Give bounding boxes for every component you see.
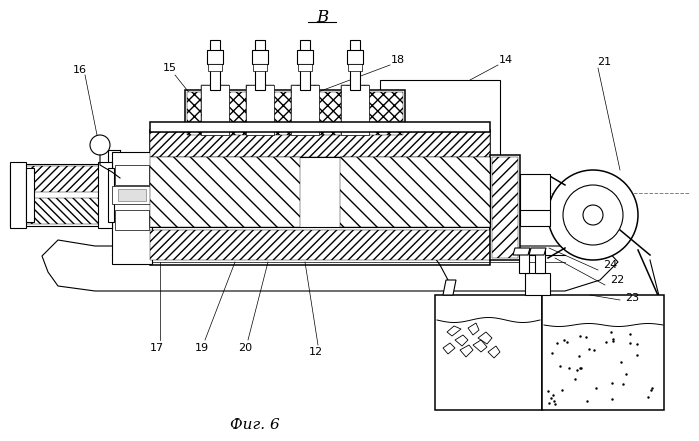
Bar	[341, 85, 369, 135]
Bar	[492, 157, 518, 258]
Text: 20: 20	[238, 343, 252, 353]
Bar	[291, 85, 319, 135]
Bar	[252, 50, 268, 64]
Bar	[115, 165, 149, 185]
Bar	[340, 157, 490, 227]
Bar	[208, 64, 222, 71]
Bar	[246, 85, 274, 135]
Bar	[380, 80, 500, 160]
Bar	[201, 85, 229, 135]
Bar	[298, 64, 312, 71]
Bar	[98, 162, 112, 228]
Bar	[12, 166, 108, 192]
Bar	[185, 90, 405, 135]
Polygon shape	[42, 240, 618, 291]
Text: Фиг. 6: Фиг. 6	[230, 418, 280, 432]
Polygon shape	[529, 248, 546, 255]
Circle shape	[548, 170, 638, 260]
Text: 24: 24	[603, 260, 617, 270]
Text: 19: 19	[195, 343, 209, 353]
Bar	[347, 50, 363, 64]
Bar	[187, 92, 403, 135]
Bar	[150, 157, 300, 227]
Bar	[525, 273, 550, 295]
Bar	[300, 40, 310, 90]
Bar	[10, 162, 26, 228]
Text: 17: 17	[150, 343, 164, 353]
Circle shape	[90, 135, 110, 155]
Bar	[535, 250, 545, 273]
Text: 12: 12	[309, 347, 323, 357]
Text: 21: 21	[597, 57, 611, 67]
Bar	[12, 198, 108, 224]
Bar	[118, 189, 146, 201]
Bar	[435, 295, 542, 410]
Bar	[246, 85, 274, 135]
Bar	[150, 122, 490, 132]
Bar	[520, 174, 550, 212]
Bar	[297, 50, 313, 64]
Polygon shape	[443, 280, 456, 295]
Text: 16: 16	[73, 65, 87, 75]
Bar	[207, 50, 223, 64]
Bar	[542, 295, 664, 410]
Text: 18: 18	[391, 55, 405, 65]
Bar	[108, 168, 114, 222]
Bar	[348, 64, 362, 71]
Text: 22: 22	[610, 275, 624, 285]
Bar	[520, 210, 550, 226]
Text: 14: 14	[499, 55, 513, 65]
Bar	[150, 230, 490, 260]
Bar	[210, 40, 220, 90]
Bar	[150, 157, 490, 227]
Bar	[253, 64, 267, 71]
Text: 15: 15	[163, 63, 177, 73]
Bar	[150, 132, 490, 157]
Circle shape	[583, 205, 603, 225]
Text: B: B	[316, 8, 328, 26]
Bar	[350, 40, 360, 90]
Bar	[519, 250, 529, 273]
Text: 23: 23	[625, 293, 639, 303]
Bar	[201, 85, 229, 135]
Polygon shape	[513, 248, 530, 255]
Circle shape	[563, 185, 623, 245]
Bar	[115, 210, 149, 230]
Bar	[26, 168, 34, 222]
Bar	[291, 85, 319, 135]
Bar	[112, 186, 152, 204]
Bar	[112, 152, 152, 264]
Bar	[490, 155, 520, 260]
Bar	[341, 85, 369, 135]
Bar	[150, 130, 490, 265]
Bar	[10, 164, 110, 226]
Bar	[255, 40, 265, 90]
